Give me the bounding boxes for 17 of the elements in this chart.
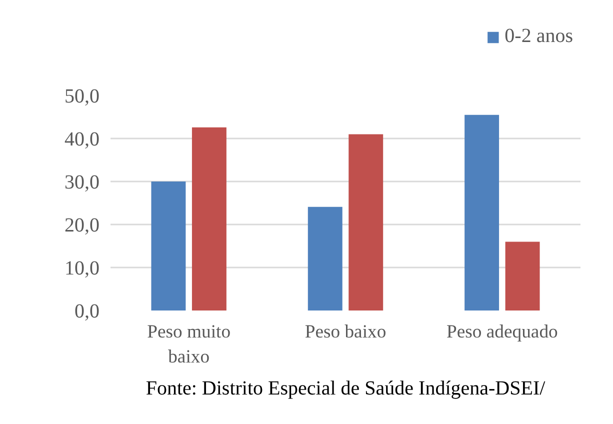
y-tick-label: 50,0 — [64, 86, 100, 108]
source-note: Fonte: Distrito Especial de Saúde Indígena-DSEI/ — [146, 378, 546, 400]
y-tick-label: 0,0 — [74, 300, 100, 322]
bar — [308, 206, 342, 310]
bar — [348, 134, 384, 310]
bar — [192, 127, 226, 310]
x-tick-label: Peso adequado — [446, 322, 558, 342]
bar — [464, 114, 500, 310]
y-tick-label: 20,0 — [64, 214, 100, 236]
x-tick-label: Peso muito baixo — [147, 322, 231, 368]
legend-label: 0-2 anos — [504, 25, 573, 48]
y-tick-label: 40,0 — [64, 128, 100, 150]
y-tick-label: 10,0 — [64, 258, 100, 280]
x-tick-label: Peso baixo — [304, 322, 386, 342]
bar — [505, 242, 540, 310]
y-tick-label: 30,0 — [64, 172, 100, 194]
bar — [151, 182, 186, 310]
